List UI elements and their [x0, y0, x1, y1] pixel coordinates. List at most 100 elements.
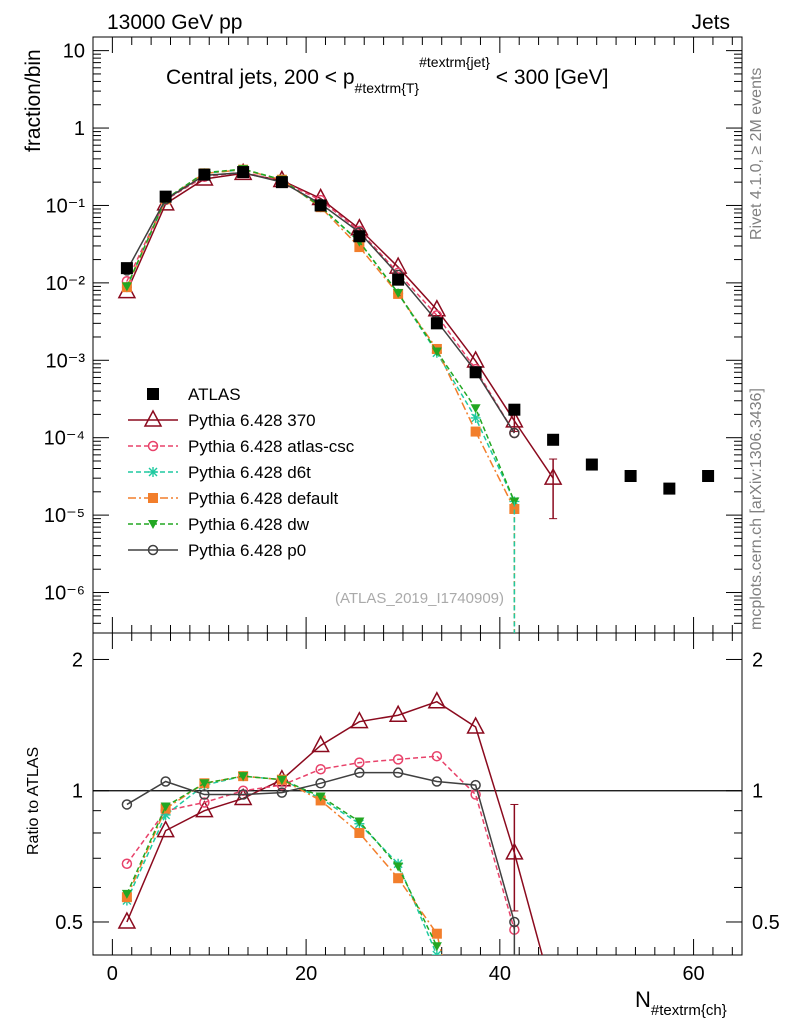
data-point	[199, 789, 210, 800]
series-line	[126, 172, 554, 479]
ratio-series-p370	[117, 691, 543, 955]
series-line	[126, 775, 443, 955]
legend-entry-d6t: Pythia 6.428 d6t	[128, 463, 311, 482]
data-point	[198, 168, 211, 181]
data-point	[353, 230, 366, 243]
series-line	[126, 771, 516, 955]
ratio-series-dw	[121, 772, 442, 952]
data-point	[469, 366, 482, 379]
data-point	[508, 403, 521, 416]
x-axis-label: N#textrm{ch}	[635, 987, 727, 1019]
data-point	[431, 347, 442, 357]
data-point	[121, 858, 133, 870]
ratio-y-tick-label: 0.5	[752, 912, 780, 934]
process-label: Jets	[691, 11, 730, 34]
data-point	[427, 299, 447, 317]
mcplots-label: mcplots.cern.ch [arXiv:1306.3436]	[748, 388, 765, 630]
legend: ATLAS Pythia 6.428 370 Pythia 6.428 atlas-…	[128, 385, 355, 560]
data-point	[237, 166, 250, 179]
legend-entry-atlas-csc: Pythia 6.428 atlas-csc	[128, 437, 355, 456]
data-point	[509, 427, 520, 439]
data-point	[121, 889, 132, 899]
x-tick-label: 40	[489, 963, 511, 985]
data-point	[431, 942, 442, 952]
data-point	[275, 176, 288, 189]
energy-label: 13000 GeV pp	[107, 11, 242, 34]
legend-marker	[147, 440, 159, 452]
ratio-plot-frame	[92, 632, 743, 956]
data-point	[585, 458, 598, 471]
main-y-tick-label: 10⁻⁴	[44, 428, 85, 450]
data-point	[509, 916, 520, 928]
data-point	[350, 711, 369, 729]
main-y-axis-label: fraction/bin	[22, 49, 45, 152]
data-point	[315, 764, 326, 775]
legend-label: Pythia 6.428 d6t	[188, 463, 311, 482]
title-suffix: < 300 [GeV]	[490, 66, 609, 89]
data-point	[392, 754, 404, 765]
data-point	[702, 470, 715, 483]
ratio-y-tick-label: 2	[752, 649, 763, 671]
data-point	[276, 787, 288, 798]
legend-label: Pythia 6.428 p0	[188, 541, 306, 560]
svg-text:Central jets, 200 < p#textrm{T: Central jets, 200 < p#textrm{T} #textrm{j…	[166, 54, 608, 96]
ratio-series-layer	[117, 691, 543, 955]
data-point	[430, 317, 443, 330]
data-point	[543, 467, 563, 485]
legend-label: Pythia 6.428 default	[188, 489, 339, 508]
legend-label: Pythia 6.428 370	[188, 411, 316, 430]
data-point	[156, 820, 175, 838]
ratio-series-default	[121, 771, 443, 955]
data-point	[505, 842, 524, 860]
data-point	[354, 242, 365, 253]
series-line	[126, 168, 516, 502]
data-point	[311, 734, 330, 753]
data-point	[431, 776, 443, 787]
data-point	[431, 928, 442, 939]
ratio-y-axis-label: Ratio to ATLAS	[25, 747, 42, 855]
data-point	[393, 873, 404, 884]
data-point	[392, 273, 405, 286]
data-point	[505, 410, 524, 428]
data-point	[315, 778, 326, 789]
ratio-y-tick-label: 0.5	[55, 912, 83, 934]
data-point	[199, 797, 210, 808]
data-point	[121, 282, 132, 292]
data-point	[470, 779, 481, 791]
main-series-layer	[117, 162, 715, 633]
ratio-y-tick-label: 2	[72, 649, 83, 671]
title-superscript: #textrm{jet}	[419, 54, 490, 70]
data-point	[470, 426, 481, 437]
analysis-tag: (ATLAS_2019_I1740909)	[335, 590, 504, 607]
legend-entry-p0: Pythia 6.428 p0	[128, 541, 306, 560]
data-point	[354, 817, 365, 827]
x-axis-label-subscript: #textrm{ch}	[651, 1002, 727, 1019]
data-point	[159, 190, 172, 203]
legend-marker	[148, 493, 158, 503]
ratio-y-tick-label: 1	[752, 781, 763, 803]
main-y-tick-label: 1	[74, 118, 85, 140]
data-point	[663, 482, 676, 495]
main-y-tick-label: 10⁻¹	[46, 195, 86, 217]
legend-marker	[148, 520, 158, 529]
series-line	[126, 168, 516, 510]
main-y-tick-label: 10	[63, 41, 85, 63]
data-point	[427, 691, 447, 709]
data-point	[354, 767, 365, 778]
data-point	[117, 911, 137, 929]
data-point	[354, 757, 365, 768]
chart-title: Central jets, 200 < p#textrm{T} #textrm{j…	[166, 54, 608, 96]
legend-entry-p370: Pythia 6.428 370	[128, 409, 316, 430]
data-point	[466, 716, 485, 734]
data-point	[624, 470, 637, 483]
data-point	[388, 704, 408, 722]
data-point	[392, 767, 404, 778]
title-subscript: #textrm{T}	[355, 80, 420, 96]
data-point	[547, 433, 560, 446]
data-point	[470, 412, 481, 423]
data-point	[160, 776, 171, 787]
series-line	[126, 775, 438, 947]
data-point	[237, 789, 249, 800]
data-point	[315, 792, 326, 802]
legend-marker	[143, 409, 163, 427]
